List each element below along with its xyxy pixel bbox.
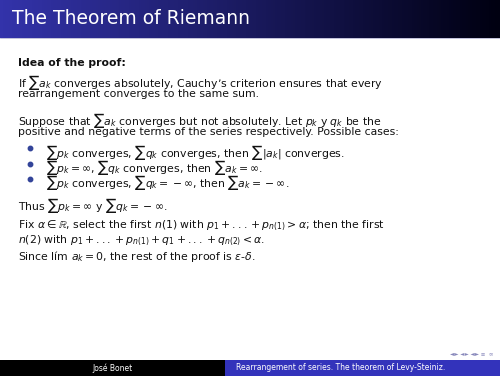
Text: ◄► ◄► ◄► ≡  ∞: ◄► ◄► ◄► ≡ ∞	[450, 352, 494, 357]
Text: rearrangement converges to the same sum.: rearrangement converges to the same sum.	[18, 89, 259, 99]
Text: Fix $\alpha \in \mathbb{R}$, select the first $n(1)$ with $p_1 + ... + p_{n(1)} : Fix $\alpha \in \mathbb{R}$, select the …	[18, 218, 385, 233]
Text: $\sum p_k$ converges, $\sum q_k = -\infty$, then $\sum a_k = -\infty$.: $\sum p_k$ converges, $\sum q_k = -\inft…	[46, 173, 290, 193]
Text: The Theorem of Riemann: The Theorem of Riemann	[12, 9, 250, 29]
Text: Rearrangement of series. The theorem of Levy-Steiniz.: Rearrangement of series. The theorem of …	[236, 364, 445, 373]
Bar	[225, 360, 500, 376]
Text: José Bonet: José Bonet	[92, 363, 132, 373]
Text: $\sum p_k = \infty$, $\sum q_k$ converges, then $\sum a_k = \infty$.: $\sum p_k = \infty$, $\sum q_k$ converge…	[46, 158, 262, 177]
Bar	[0, 360, 225, 376]
Text: $\sum p_k$ converges, $\sum q_k$ converges, then $\sum |a_k|$ converges.: $\sum p_k$ converges, $\sum q_k$ converg…	[46, 143, 345, 162]
Text: Suppose that $\sum a_k$ converges but not absolutely. Let $p_k$ y $q_k$ be the: Suppose that $\sum a_k$ converges but no…	[18, 112, 382, 130]
Text: $n(2)$ with $p_1 + ... + p_{n(1)} + q_1 + ... + q_{n(2)} < \alpha$.: $n(2)$ with $p_1 + ... + p_{n(1)} + q_1 …	[18, 234, 265, 249]
Text: Idea of the proof:: Idea of the proof:	[18, 58, 126, 68]
Text: Since lím $a_k = 0$, the rest of the proof is $\varepsilon$-$\delta$.: Since lím $a_k = 0$, the rest of the pro…	[18, 250, 256, 264]
Text: If $\sum a_k$ converges absolutely, Cauchy’s criterion ensures that every: If $\sum a_k$ converges absolutely, Cauc…	[18, 73, 383, 92]
Text: positive and negative terms of the series respectively. Possible cases:: positive and negative terms of the serie…	[18, 127, 399, 137]
Text: Thus $\sum p_k = \infty$ y $\sum q_k = -\infty$.: Thus $\sum p_k = \infty$ y $\sum q_k = -…	[18, 196, 168, 215]
